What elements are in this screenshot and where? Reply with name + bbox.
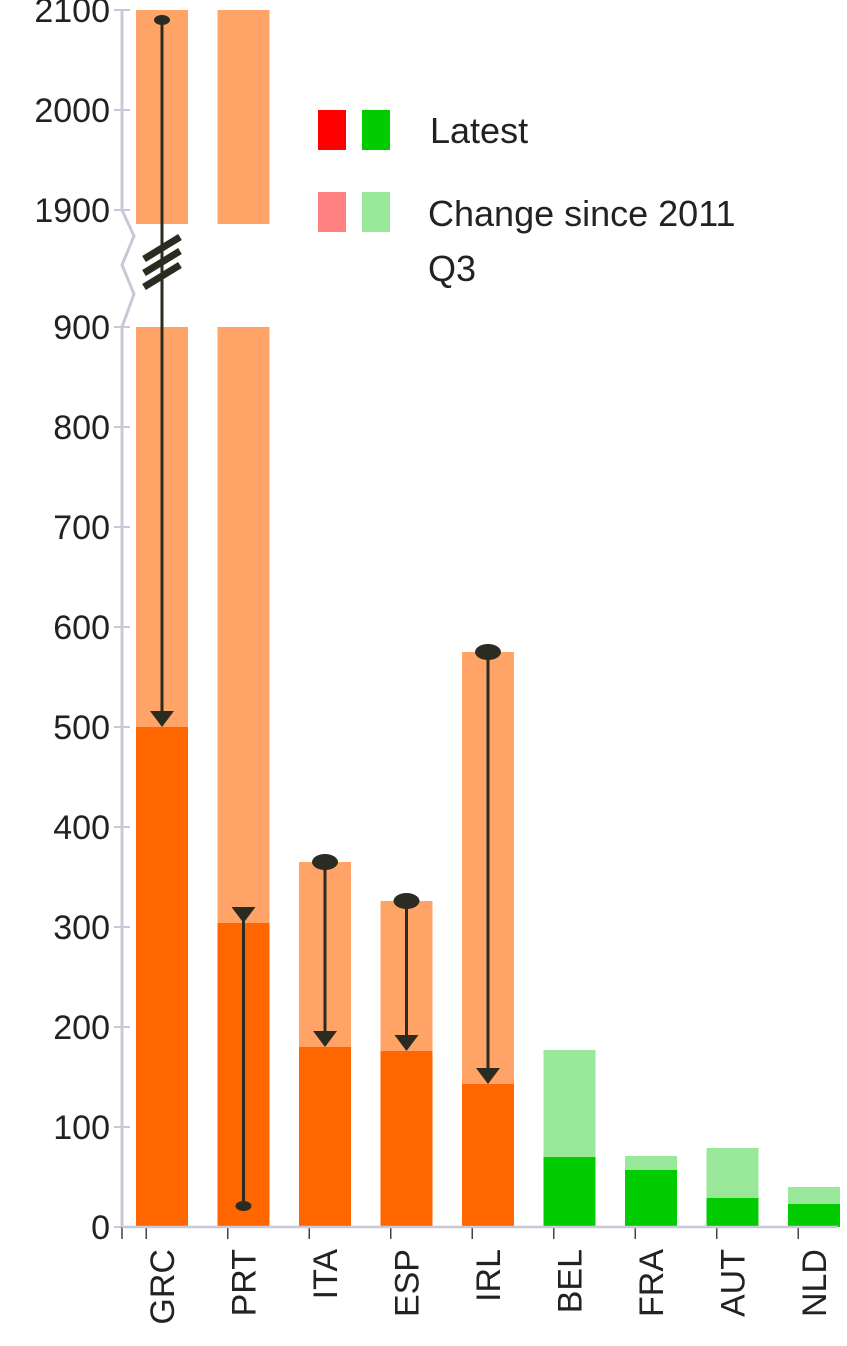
y-label-500: 500 [53, 709, 110, 747]
y-label-400: 400 [53, 809, 110, 847]
legend-swatch-latest-red [318, 110, 346, 150]
y-label-2100: 2100 [34, 0, 110, 30]
bar-latest-bel [543, 1157, 596, 1227]
y-label-600: 600 [53, 609, 110, 647]
bar-latest-ita [299, 1047, 351, 1227]
break-mark-3 [142, 262, 182, 290]
bars-layer [136, 10, 840, 1227]
break-mark-1 [142, 234, 182, 262]
x-label-nld: NLD [796, 1249, 834, 1317]
y-label-700: 700 [53, 509, 110, 547]
axis-break-marks [142, 234, 182, 290]
legend-swatch-latest-green [362, 110, 390, 150]
y-label-900: 900 [53, 309, 110, 347]
legend: Latest Change since 2011 Q3 [318, 110, 736, 289]
arrow-head-prt [231, 907, 256, 923]
bar-change-bel [543, 1050, 596, 1157]
arrow-head-ita [313, 1031, 337, 1047]
break-mark-2 [142, 248, 182, 276]
arrow-head-grc [150, 711, 174, 727]
x-label-prt: PRT [226, 1249, 264, 1316]
bar-change-fra [625, 1156, 677, 1170]
x-label-fra: FRA [633, 1249, 671, 1317]
bar-change-nld [788, 1187, 840, 1204]
y-label-200: 200 [53, 1009, 110, 1047]
y-label-0: 0 [91, 1209, 110, 1247]
bar-change-aut [706, 1148, 759, 1198]
y-label-2000: 2000 [34, 92, 110, 130]
bar-change-upper-prt [217, 10, 270, 224]
bar-latest-nld [788, 1204, 840, 1227]
legend-swatch-change-green [362, 192, 390, 232]
y-axis: 0 100 200 300 400 500 600 700 800 900 1900 2000 2100 [34, 0, 136, 1247]
y-label-1900: 1900 [34, 192, 110, 230]
x-label-bel: BEL [552, 1249, 590, 1313]
bar-latest-esp [380, 1051, 433, 1227]
bar-latest-grc [136, 727, 188, 1227]
legend-label-change-line1: Change since 2011 [428, 193, 736, 234]
legend-label-latest: Latest [430, 110, 528, 151]
legend-swatch-change-red [318, 192, 346, 232]
bar-change-prt [217, 327, 270, 923]
x-label-aut: AUT [715, 1249, 753, 1317]
y-label-300: 300 [53, 909, 110, 947]
y-label-800: 800 [53, 409, 110, 447]
x-label-irl: IRL [470, 1249, 508, 1302]
y-label-100: 100 [53, 1109, 110, 1147]
bar-latest-aut [706, 1198, 759, 1227]
arrow-head-irl [476, 1068, 500, 1084]
arrow-head-esp [394, 1035, 419, 1051]
x-axis: GRC PRT ITA ESP IRL BEL FRA AUT NLD [121, 1225, 838, 1325]
y-axis-break-zigzag [120, 209, 136, 328]
bar-latest-irl [462, 1084, 514, 1227]
bar-latest-fra [625, 1170, 677, 1227]
x-label-grc: GRC [144, 1249, 182, 1325]
arrows-layer [150, 15, 501, 1211]
x-label-esp: ESP [389, 1249, 427, 1317]
x-label-ita: ITA [307, 1249, 345, 1300]
legend-label-change-line2: Q3 [428, 248, 476, 289]
